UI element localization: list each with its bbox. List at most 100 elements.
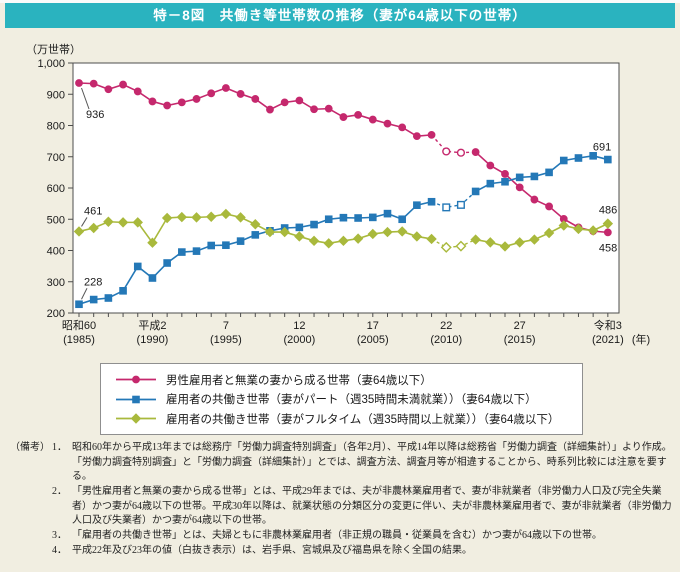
data-value-label: 228 [84,276,102,288]
x-tick-sublabel: (2010) [430,334,462,346]
top-strip [0,0,680,3]
data-point [515,183,524,192]
data-point [89,295,98,304]
data-point [295,96,304,105]
series-line-dashed [431,190,477,209]
y-tick-label: 200 [47,308,65,320]
data-point [573,223,584,235]
y-axis-unit-label: （万世帯） [26,43,81,56]
data-point [440,241,452,253]
x-tick-sublabel: (1990) [137,334,169,346]
data-point [396,226,408,237]
data-point [117,217,129,228]
data-point [382,226,393,238]
legend-item-label: 雇用者の共働き世帯（妻がフルタイム（週35時間以上就業））（妻64歳以下） [166,413,560,426]
data-point [339,113,348,121]
legend-item: 男性雇用者と無業の妻から成る世帯（妻64歳以下） [115,370,570,390]
data-point [501,170,509,178]
data-point [73,226,85,237]
data-point [163,101,172,110]
y-tick-label: 600 [47,183,65,195]
x-tick-sublabel: (2021) [592,334,624,346]
data-point [178,248,186,256]
x-tick-label: 27 [514,320,526,332]
data-point [442,147,451,156]
data-point [177,98,186,107]
data-point [398,123,407,132]
data-point [310,220,318,229]
data-point [455,240,467,252]
data-point [413,201,421,209]
legend-marker [132,395,140,404]
data-point [236,237,245,245]
data-point [515,173,524,182]
data-point [310,105,318,114]
data-point [222,84,230,92]
data-point [176,211,188,223]
data-point [89,79,98,88]
data-point [354,214,362,222]
data-point [574,154,583,162]
data-point [75,300,83,309]
x-tick-label: 昭和60 [62,319,96,332]
x-tick-sublabel: (1995) [210,334,242,346]
series-line [475,222,609,248]
data-point [543,227,555,239]
data-point [352,233,364,244]
line-chart: （万世帯） 200 300 400 500 600 700 800 900 1,000 昭和60 (1… [26,43,650,346]
notes: （備考） 1． 昭和60年から平成13年までは総務庁「労働力調査特別調査」（各年2… [10,441,676,559]
data-point [587,225,599,236]
data-point [398,215,406,224]
square-marker-icon [116,395,156,404]
data-point [222,241,230,249]
data-point [161,212,173,224]
data-point [485,237,496,248]
legend-item: 雇用者の共働き世帯（妻がパート（週35時間未満就業））（妻64歳以下） [115,390,570,410]
data-point [426,233,437,245]
data-point [427,197,436,206]
x-tick-sublabel: (1985) [63,334,95,346]
data-point [486,161,495,170]
data-point [456,148,466,157]
series-line-dashed [431,238,476,249]
data-point [132,217,143,228]
data-point [279,226,290,238]
data-point [367,228,379,240]
note-number: 2． [52,486,67,498]
data-value-label: 691 [593,142,611,154]
data-point [514,237,525,248]
y-tick-label: 500 [47,214,65,226]
data-point [338,235,349,247]
data-point [133,87,142,96]
note-item: 4． 平成22年及び23年の値（白抜き表示）は、岩手県、宮城県及び福島県を除く全国… [52,544,676,559]
data-point [323,238,334,249]
data-point [603,228,612,237]
legend-item-label: 男性雇用者と無業の妻から成る世帯（妻64歳以下） [166,374,432,387]
x-tick-label: 12 [293,320,305,332]
data-point [442,203,451,212]
data-point [324,104,333,113]
data-point [499,241,511,252]
note-item: 3． 「雇用者の共働き世帯」とは、夫婦ともに非農林業雇用者（非正規の職員・従業員を… [52,529,676,544]
data-point [119,287,127,295]
data-point [383,209,392,218]
data-point [470,234,481,245]
note-number: 3． [52,530,67,542]
annotation-leader-line [81,87,90,110]
data-point [412,132,421,141]
data-point [133,262,142,271]
data-point [148,274,157,282]
data-point [295,223,304,232]
x-tick-sublabel: (2005) [357,334,389,346]
note-number: 1． [52,442,67,453]
circle-marker-icon [116,375,156,384]
data-point [251,95,260,103]
annotation-leader-line [81,288,88,300]
data-value-label: 936 [86,109,104,121]
note-text: 「男性雇用者と無業の妻から成る世帯」とは、平成29年までは、夫が非農林業雇用者で… [72,486,672,527]
data-point [119,80,127,89]
data-point [383,119,392,128]
data-point [147,237,158,248]
data-value-label: 486 [599,205,617,217]
data-point [529,234,540,245]
